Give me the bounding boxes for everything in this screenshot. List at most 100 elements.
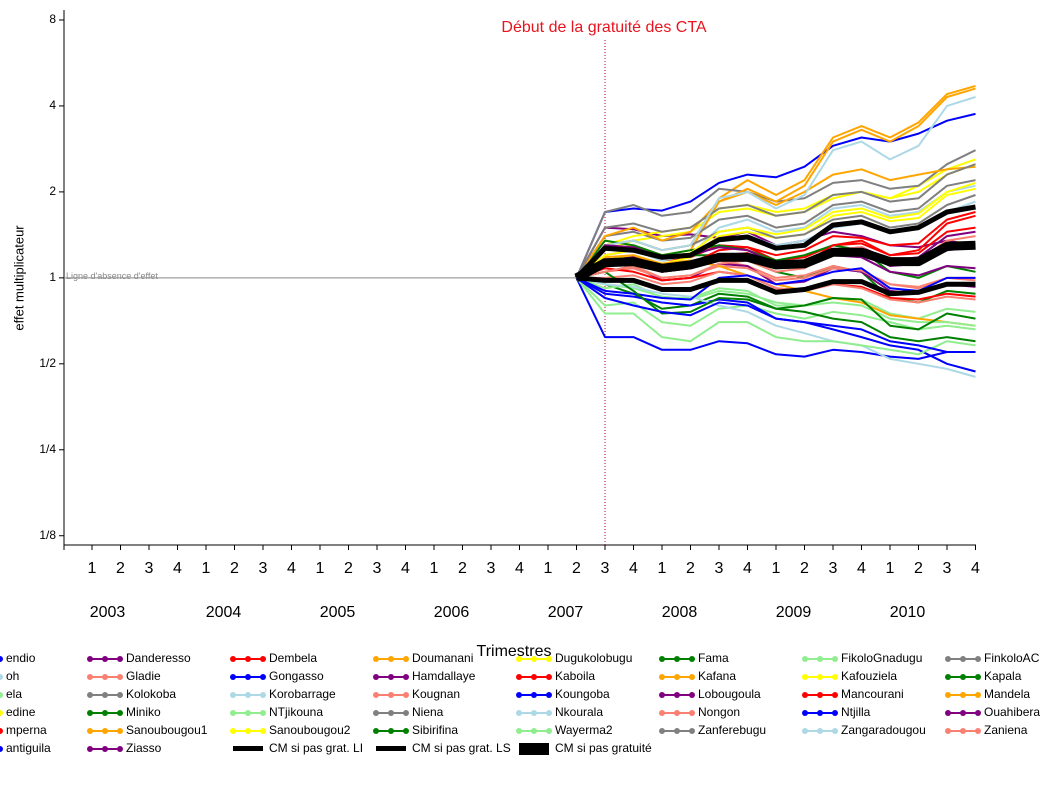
legend-swatch-dot: [373, 728, 379, 734]
legend-label: Kolokoba: [126, 687, 176, 701]
legend-swatch-dot: [802, 674, 808, 680]
legend-swatch-dot: [245, 674, 251, 680]
legend-swatch-dot: [531, 692, 537, 698]
legend-swatch-dot: [802, 656, 808, 662]
legend-label: Hamdallaye: [412, 669, 476, 683]
legend-swatch-dot: [960, 656, 966, 662]
legend-label: Sanoubougou1: [126, 723, 208, 737]
legend-label: Danderesso: [126, 651, 191, 665]
legend-swatch-dot: [117, 656, 123, 662]
legend-swatch-dot: [802, 728, 808, 734]
legend-label: Ntjilla: [841, 705, 871, 719]
legend-swatch-dot: [87, 710, 93, 716]
legend-swatch-dot: [87, 656, 93, 662]
legend-swatch-dot: [373, 710, 379, 716]
legend-label: Dembela: [269, 651, 317, 665]
x-tick-label: 2: [800, 560, 809, 577]
year-label: 2005: [320, 604, 356, 621]
x-tick-label: 4: [857, 560, 866, 577]
legend-swatch-dot: [403, 656, 409, 662]
x-tick-label: 1: [658, 560, 667, 577]
x-tick-label: 4: [173, 560, 182, 577]
x-tick-label: 3: [943, 560, 952, 577]
legend-swatch-dot: [230, 692, 236, 698]
legend-label: CM si pas gratuité: [555, 741, 652, 755]
legend-swatch-dot: [260, 674, 266, 680]
y-tick-label: 1/8: [39, 528, 56, 542]
legend-swatch-dot: [516, 656, 522, 662]
legend-label: CM si pas grat. LI: [269, 741, 363, 755]
legend-swatch-dot: [546, 656, 552, 662]
x-tick-label: 4: [287, 560, 296, 577]
legend-label: oh: [6, 669, 19, 683]
legend-swatch-dot: [117, 746, 123, 752]
legend-swatch-dot: [230, 728, 236, 734]
legend-swatch-dot: [945, 710, 951, 716]
legend-swatch-dot: [102, 746, 108, 752]
series-line: [575, 277, 976, 353]
y-axis-title: effet multiplicateur: [11, 225, 26, 331]
legend-label: mperna: [6, 723, 47, 737]
x-tick-label: 3: [373, 560, 382, 577]
legend-swatch-dot: [388, 692, 394, 698]
series-line: [576, 276, 976, 327]
legend-label: NTjikouna: [269, 705, 323, 719]
legend-swatch-dot: [117, 710, 123, 716]
series-line: [575, 165, 976, 279]
legend-swatch-dot: [689, 692, 695, 698]
legend-swatch-dot: [0, 674, 3, 680]
legend-swatch-dot: [531, 674, 537, 680]
reference-label: Ligne d'absence d'effet: [66, 271, 158, 281]
legend-swatch-dot: [531, 728, 537, 734]
legend-swatch-dot: [674, 710, 680, 716]
legend-swatch-dot: [832, 728, 838, 734]
legend-swatch-dot: [0, 728, 3, 734]
legend-label: Ouahibera: [984, 705, 1040, 719]
x-tick-label: 1: [88, 560, 97, 577]
legend-label: CM si pas grat. LS: [412, 741, 511, 755]
legend-label: Kougnan: [412, 687, 460, 701]
legend-swatch-dot: [388, 728, 394, 734]
legend-swatch-dot: [689, 710, 695, 716]
legend-swatch-dot: [245, 692, 251, 698]
legend-swatch-dot: [832, 656, 838, 662]
legend-swatch-dot: [102, 656, 108, 662]
x-tick-label: 2: [116, 560, 125, 577]
legend-swatch-dot: [516, 710, 522, 716]
series-line: [576, 265, 976, 288]
legend-label: Nkourala: [555, 705, 603, 719]
series-line: [575, 96, 976, 279]
series-line: [575, 277, 976, 356]
legend-swatch: [376, 746, 406, 751]
legend-label: Mancourani: [841, 687, 904, 701]
x-tick-label: 4: [401, 560, 410, 577]
x-tick-label: 2: [344, 560, 353, 577]
y-tick-label: 4: [49, 98, 56, 112]
legend-label: Niena: [412, 705, 444, 719]
legend-label: Sibirifina: [412, 723, 458, 737]
legend-swatch-dot: [117, 674, 123, 680]
legend-label: Ziasso: [126, 741, 162, 755]
legend-swatch-dot: [689, 674, 695, 680]
legend-swatch-dot: [260, 656, 266, 662]
y-tick-label: 1/2: [39, 356, 56, 370]
legend-swatch-dot: [546, 710, 552, 716]
legend-label: ela: [6, 687, 22, 701]
legend-label: Koungoba: [555, 687, 610, 701]
x-tick-label: 3: [715, 560, 724, 577]
legend-swatch-dot: [659, 692, 665, 698]
legend-swatch-dot: [546, 674, 552, 680]
legend-swatch-dot: [960, 728, 966, 734]
legend-swatch-dot: [817, 674, 823, 680]
x-axis-title: Trimestres: [477, 643, 552, 660]
legend-swatch-dot: [659, 656, 665, 662]
legend-swatch-dot: [102, 692, 108, 698]
x-tick-label: 3: [145, 560, 154, 577]
y-tick-label: 2: [49, 184, 56, 198]
x-tick-label: 1: [544, 560, 553, 577]
y-tick-label: 1: [49, 270, 56, 284]
legend-swatch-dot: [817, 656, 823, 662]
series-line: [575, 163, 976, 279]
legend-swatch-dot: [975, 656, 981, 662]
